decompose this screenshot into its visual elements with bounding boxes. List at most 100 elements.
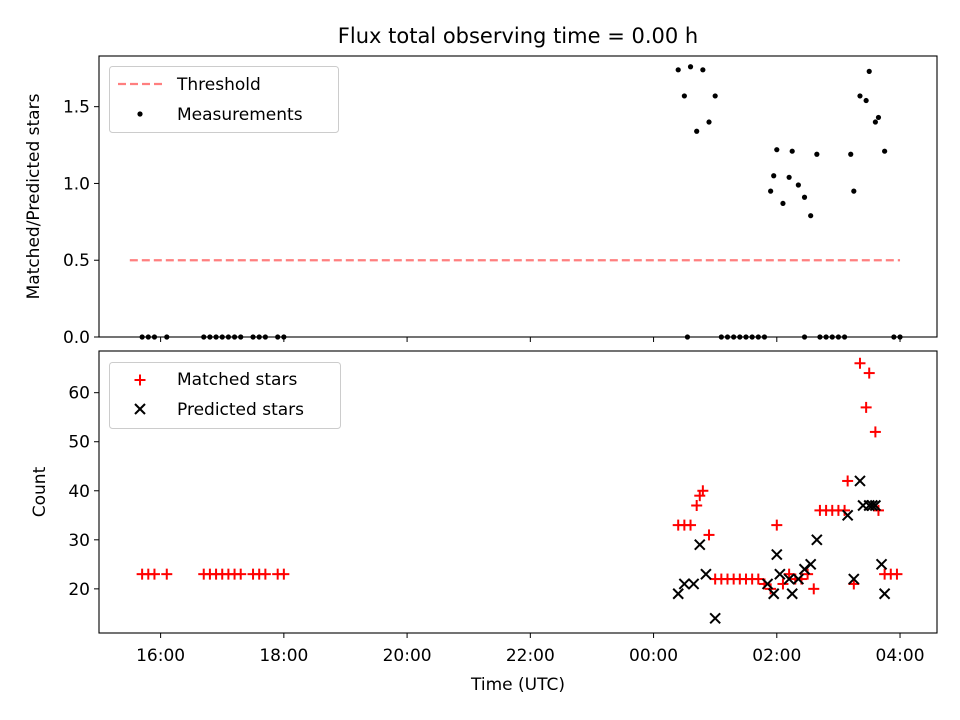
predicted-point	[694, 539, 706, 551]
predicted-point	[875, 558, 888, 571]
x-tick-label: 22:00	[506, 646, 555, 666]
predicted-legend-label: Predicted stars	[177, 400, 304, 420]
y-tick-label: 1.5	[63, 98, 90, 118]
x-tick-label: 16:00	[136, 646, 185, 666]
measurement-point	[694, 128, 700, 134]
bottom-legend: Matched stars Predicted stars	[109, 362, 341, 429]
matched-point	[808, 583, 820, 595]
predicted-point	[848, 573, 860, 585]
predicted-point	[811, 534, 823, 546]
matched-point	[863, 367, 875, 379]
measurement-point	[851, 188, 857, 194]
matched-point	[854, 357, 866, 369]
measurement-point	[801, 194, 808, 200]
top-legend: Threshold Measurements	[109, 66, 339, 133]
predicted-point	[866, 499, 879, 512]
predicted-point	[771, 548, 783, 561]
x-tick-label: 02:00	[752, 646, 801, 666]
y-tick-label: 20	[68, 580, 90, 600]
bottom-panel: 20 30 40 50 60 16:00 18:00 20:00 22:00 00:00 02:0…	[30, 350, 938, 695]
y-tick-label: 60	[68, 384, 90, 404]
y-tick-label: 0.0	[63, 328, 90, 348]
measurement-point	[687, 64, 694, 70]
matched-legend-swatch	[134, 374, 146, 386]
predicted-point	[786, 588, 798, 600]
matched-point	[802, 568, 814, 580]
bottom-legend-box	[109, 362, 341, 429]
matched-point	[235, 568, 247, 580]
measurement-point	[768, 188, 774, 194]
matched-point	[697, 485, 709, 497]
matched-point	[872, 504, 884, 516]
x-axis-label: Time (UTC)	[470, 675, 565, 695]
bottom-y-axis-label: Count	[30, 466, 50, 517]
matched-stars-series	[136, 357, 903, 595]
predicted-point	[768, 588, 780, 600]
measurement-point	[786, 174, 792, 180]
predicted-point	[709, 612, 721, 624]
predicted-point	[878, 588, 891, 600]
y-tick-label: 1.0	[63, 174, 90, 194]
y-tick-label: 30	[68, 531, 90, 551]
matched-point	[842, 475, 854, 487]
y-tick-label: 50	[68, 433, 90, 453]
y-tick-label: 40	[68, 482, 90, 502]
matched-point	[891, 568, 903, 580]
predicted-point	[792, 573, 805, 585]
bottom-x-axis: 16:00 18:00 20:00 22:00 00:00 02:00 04:00	[136, 633, 925, 666]
measurement-point	[771, 173, 777, 179]
matched-point	[278, 568, 290, 580]
matched-point	[752, 573, 764, 585]
x-tick-label: 18:00	[259, 646, 308, 666]
top-y-axis: 0.0 0.5 1.0 1.5	[63, 98, 99, 348]
predicted-point	[678, 578, 691, 590]
measurement-point	[789, 148, 795, 154]
predicted-point	[761, 578, 774, 590]
measurement-point	[706, 119, 712, 125]
measurement-point	[712, 93, 718, 99]
predicted-stars-series	[672, 475, 891, 624]
matched-point	[148, 568, 160, 580]
matched-point	[685, 519, 697, 531]
measurement-point	[780, 200, 786, 207]
measurement-point	[675, 67, 681, 73]
top-y-axis-label: Matched/Predicted stars	[24, 93, 44, 299]
measurement-point	[863, 97, 869, 104]
predicted-point	[700, 568, 712, 580]
top-plot-frame	[98, 55, 938, 338]
matched-point	[691, 499, 703, 511]
matched-point	[161, 568, 173, 580]
matched-point	[839, 504, 851, 516]
predicted-point	[841, 509, 854, 522]
x-tick-label: 00:00	[629, 646, 678, 666]
top-legend-box	[109, 66, 339, 133]
predicted-legend-swatch	[134, 403, 146, 415]
top-panel: 0.0 0.5 1.0 1.5 Matched/Predicted stars Thr…	[24, 55, 938, 348]
matched-point	[777, 578, 789, 590]
matched-point	[703, 529, 715, 541]
measurement-point	[808, 213, 814, 219]
predicted-point	[854, 475, 866, 487]
measurement-point	[882, 148, 888, 154]
measurement-point	[795, 182, 801, 188]
predicted-point	[783, 573, 795, 585]
matched-point	[771, 519, 783, 531]
matched-point	[765, 583, 777, 595]
measurement-point	[774, 147, 780, 153]
matched-point	[860, 401, 872, 413]
predicted-point	[804, 558, 817, 571]
measurement-point	[872, 119, 878, 125]
predicted-point	[672, 588, 684, 600]
predicted-point	[869, 499, 882, 512]
measurement-point	[866, 68, 872, 74]
threshold-legend-label: Threshold	[176, 75, 261, 95]
x-tick-label: 04:00	[876, 646, 925, 666]
predicted-point	[687, 578, 700, 590]
matched-legend-label: Matched stars	[177, 370, 297, 390]
measurement-point	[875, 114, 882, 121]
predicted-point	[774, 568, 786, 580]
measurement-point	[681, 93, 687, 99]
measurement-point	[848, 151, 854, 157]
measurements-legend-label: Measurements	[177, 105, 303, 125]
